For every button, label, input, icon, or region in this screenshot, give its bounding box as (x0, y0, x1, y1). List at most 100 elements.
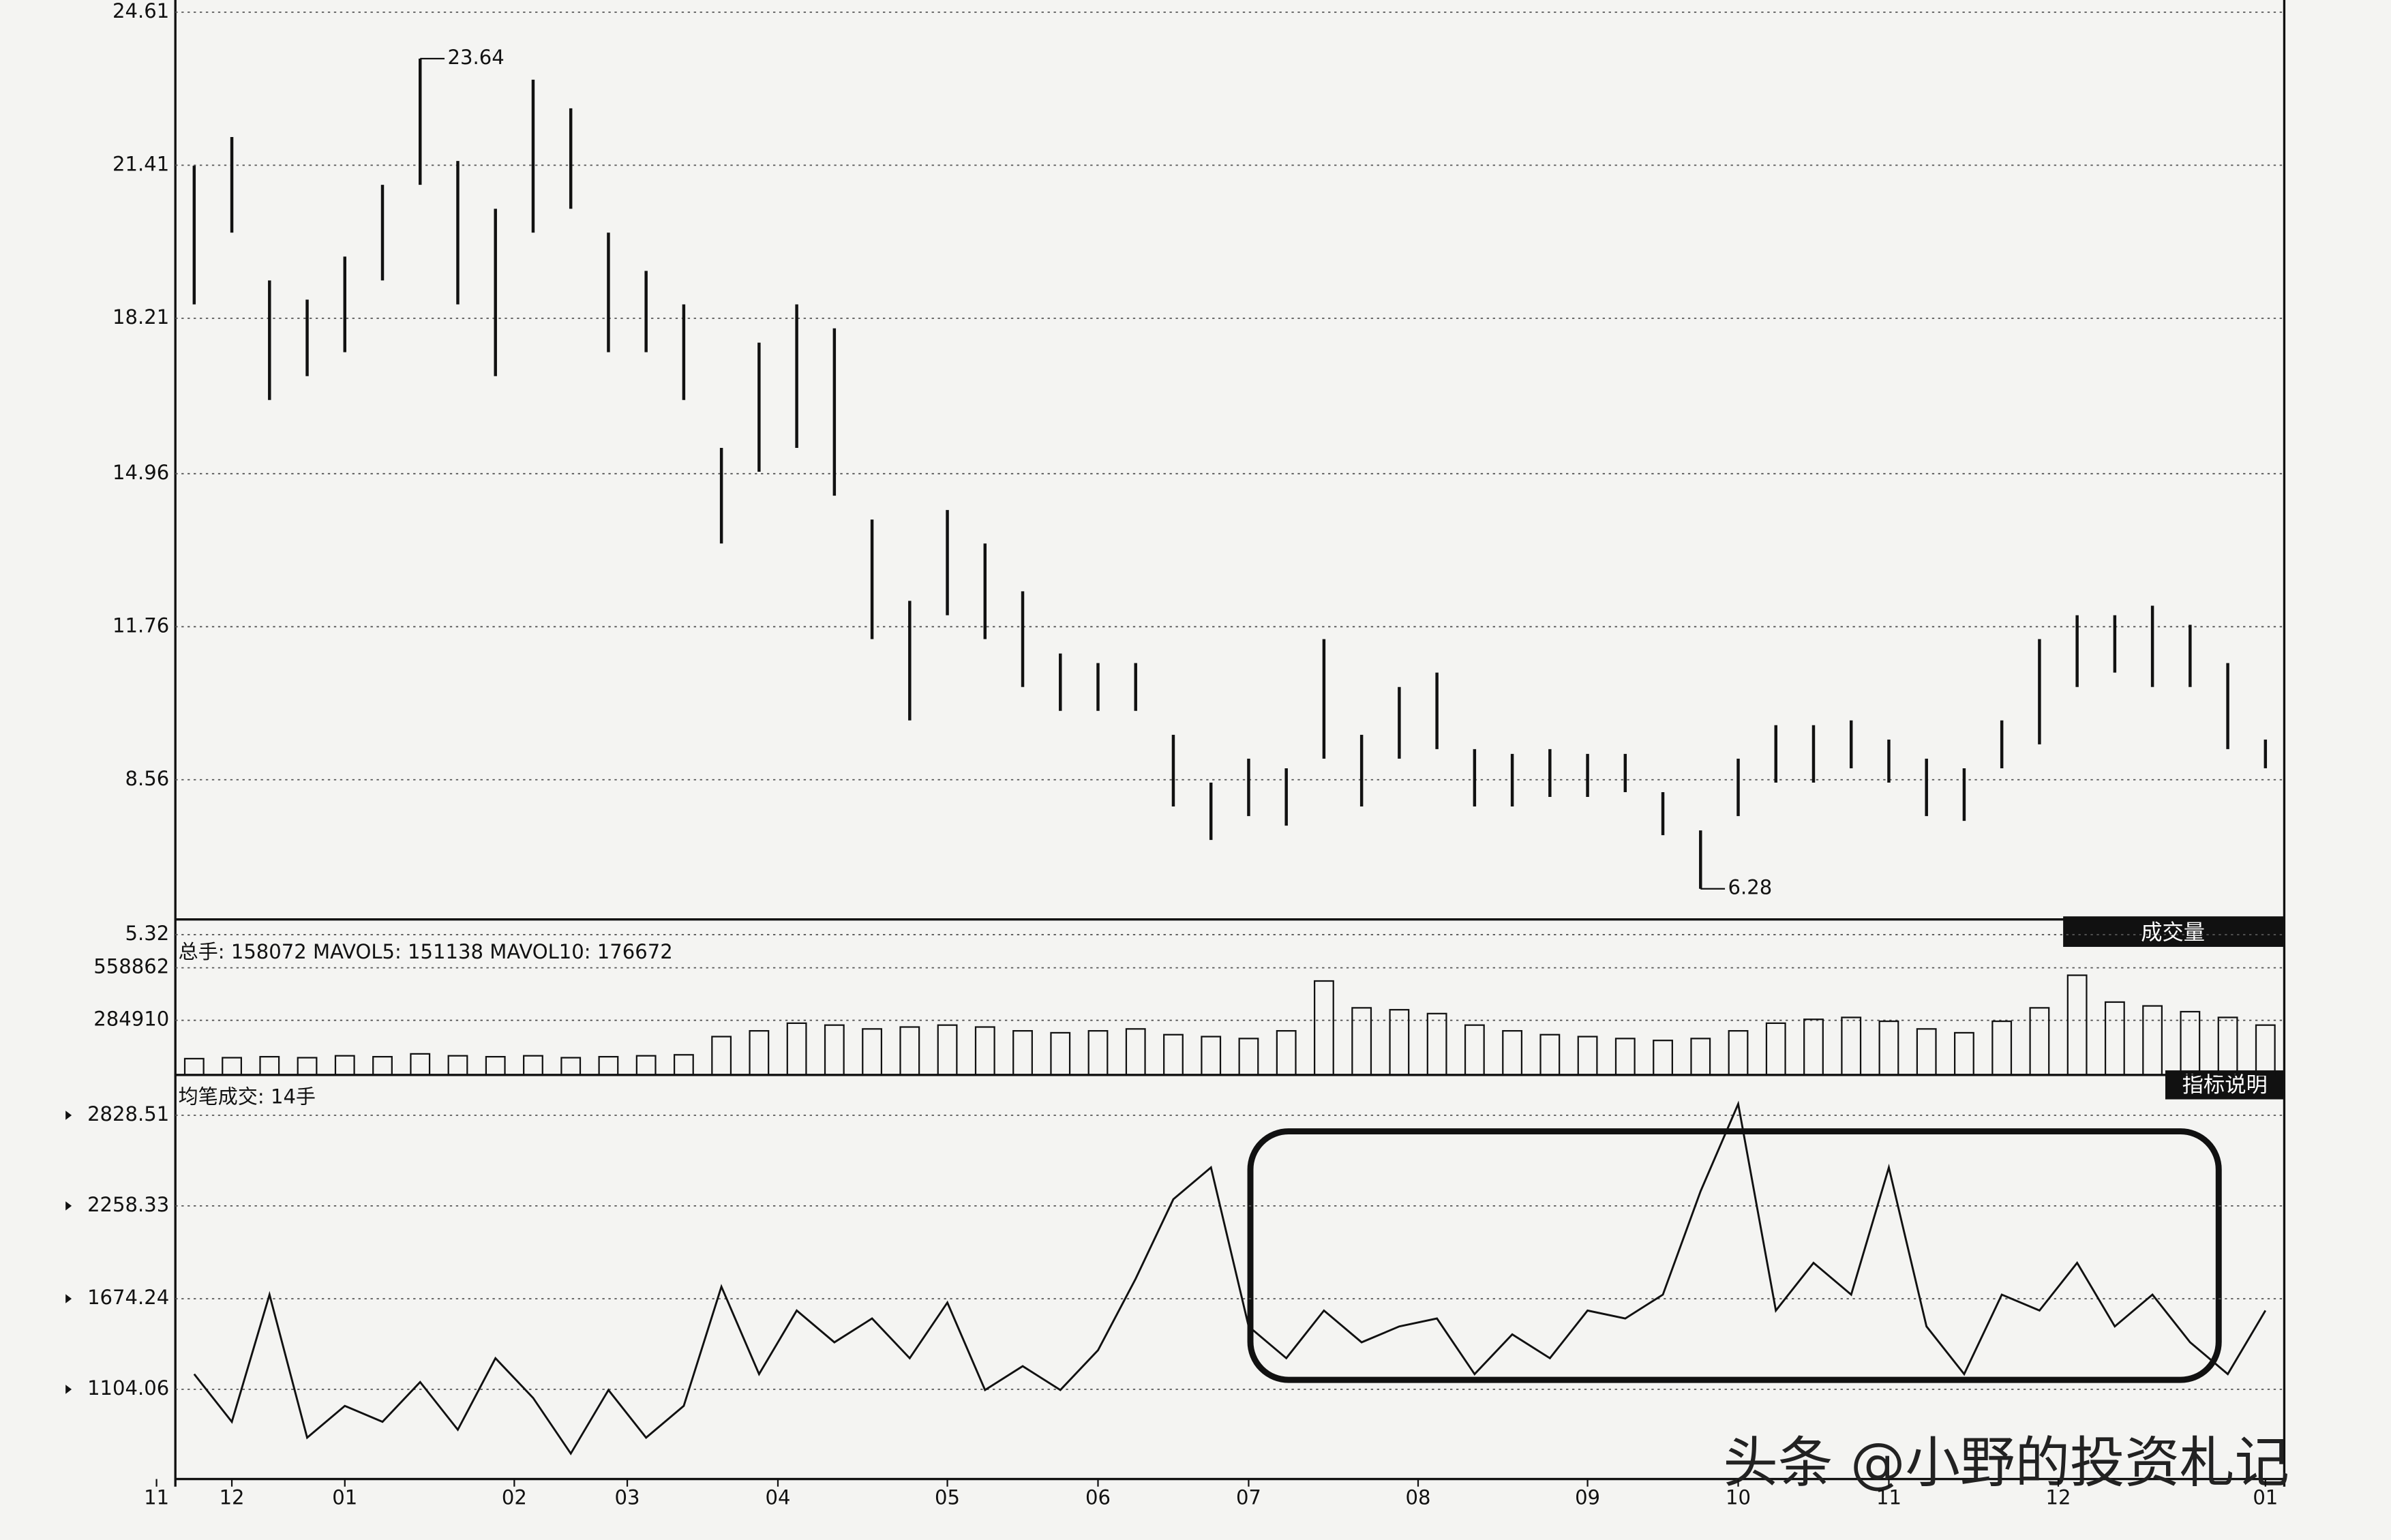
volume-bar (410, 1053, 431, 1076)
volume-bar (1653, 1040, 1673, 1076)
volume-bar (1125, 1028, 1146, 1076)
volume-bar (1313, 980, 1334, 1076)
volume-bar (372, 1055, 393, 1076)
volume-bar (1201, 1036, 1222, 1076)
x-tick-label: 08 (1406, 1486, 1431, 1509)
panel-title: 总手: 158072 MAVOL5: 151138 MAVOL10: 17667… (179, 940, 673, 963)
y-tick-label: 2828.51 (87, 1102, 169, 1126)
volume-bar (1012, 1030, 1033, 1076)
volume-bar (222, 1057, 242, 1076)
volume-bar (711, 1036, 732, 1076)
volume-bar (2104, 1001, 2125, 1076)
volume-bar (1916, 1028, 1937, 1076)
volume-bar (1577, 1036, 1598, 1076)
volume-bar (862, 1028, 883, 1076)
volume-bar (259, 1055, 280, 1076)
volume-bar (1765, 1022, 1786, 1076)
y-tick-label: 18.21 (112, 305, 169, 329)
tick-arrow (65, 1385, 72, 1394)
volume-bar (673, 1054, 694, 1076)
volume-bar (2255, 1024, 2276, 1076)
y-tick-label: 558862 (93, 955, 169, 978)
volume-bar (598, 1055, 619, 1076)
volume-bar (2180, 1010, 2201, 1076)
panel-label: 成交量 (2141, 920, 2205, 945)
y-tick-label: 21.41 (112, 152, 169, 175)
y-tick-label: 2258.33 (87, 1193, 169, 1216)
x-tick-label: 10 (1726, 1486, 1751, 1509)
volume-bar (334, 1055, 355, 1076)
volume-bar (2217, 1016, 2238, 1076)
volume-bar (485, 1055, 506, 1076)
volume-bar (1276, 1030, 1297, 1076)
volume-bar (1690, 1038, 1711, 1076)
tick-arrow (65, 1201, 72, 1211)
volume-bar (1050, 1031, 1071, 1076)
volume-bar (1991, 1020, 2013, 1076)
y-tick-label: 14.96 (112, 461, 169, 484)
x-tick-label: 01 (332, 1486, 357, 1509)
volume-bar (635, 1055, 657, 1076)
x-tick-label: 09 (1575, 1486, 1600, 1509)
y-tick-label: 8.56 (125, 767, 170, 790)
volume-bar (1426, 1012, 1447, 1076)
y-tick-label: 1674.24 (87, 1286, 169, 1309)
tick-arrow (65, 1294, 72, 1303)
volume-bar (1841, 1016, 1862, 1076)
avg-trade-line (193, 1100, 2267, 1455)
volume-bar (183, 1057, 205, 1076)
volume-bar (1954, 1031, 1974, 1076)
y-tick-label: 284910 (93, 1008, 169, 1031)
volume-bar (786, 1022, 807, 1076)
x-tick-label: 12 (2046, 1486, 2071, 1509)
volume-bar (1163, 1033, 1184, 1076)
x-tick-label: 04 (765, 1486, 790, 1509)
tick-arrow (65, 1111, 72, 1120)
volume-bar (1502, 1030, 1523, 1076)
volume-bar (523, 1055, 543, 1076)
x-tick-label: 03 (615, 1486, 640, 1509)
panel-label: 指标说明 (2182, 1072, 2268, 1097)
volume-bar (1539, 1033, 1561, 1076)
x-tick-label: 02 (502, 1486, 527, 1509)
x-tick-label: 05 (935, 1486, 960, 1509)
volume-bar (1464, 1024, 1485, 1076)
x-tick-label: 01 (2253, 1486, 2278, 1509)
volume-bar (1389, 1009, 1410, 1076)
volume-bar (2142, 1005, 2163, 1076)
y-tick-label: 5.32 (125, 922, 170, 945)
x-tick-label: 06 (1085, 1486, 1111, 1509)
x-tick-label: 11 (1876, 1486, 1901, 1509)
volume-bar (824, 1024, 845, 1076)
volume-bar (1351, 1007, 1372, 1076)
volume-bar (1728, 1030, 1749, 1076)
volume-bar (974, 1026, 995, 1076)
x-tick-label: 07 (1236, 1486, 1261, 1509)
volume-bar (1087, 1030, 1109, 1076)
volume-bar (2066, 974, 2088, 1076)
y-tick-label: 24.61 (112, 0, 169, 22)
highlight-box (1247, 1128, 2222, 1383)
panel-title: 均笔成交: 14手 (179, 1085, 316, 1108)
volume-bar (899, 1026, 920, 1076)
volume-bar (1238, 1038, 1259, 1076)
volume-bar (749, 1030, 770, 1076)
volume-bar (1803, 1018, 1824, 1076)
volume-bar (1614, 1038, 1636, 1076)
volume-bar (1878, 1020, 1899, 1076)
volume-bar (2029, 1007, 2050, 1076)
annotation: 23.64 (448, 46, 505, 69)
y-tick-label: 11.76 (112, 614, 169, 637)
annotation: 6.28 (1728, 876, 1773, 899)
x-tick-label: 11 (144, 1486, 169, 1509)
volume-bar (447, 1055, 468, 1076)
label-box (2063, 916, 2285, 947)
watermark: 头条 @小野的投资札记 (1723, 1431, 2289, 1495)
volume-bar (297, 1057, 318, 1076)
volume-bar (560, 1057, 582, 1076)
volume-bar (937, 1024, 958, 1076)
x-tick-label: 12 (220, 1486, 245, 1509)
